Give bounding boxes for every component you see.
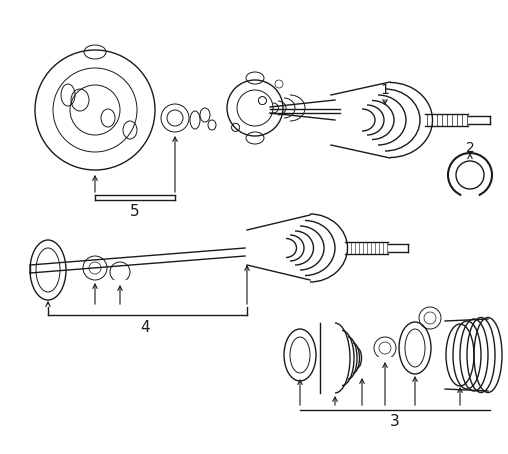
Text: 5: 5 bbox=[130, 204, 140, 219]
Text: 2: 2 bbox=[466, 141, 474, 155]
Text: 4: 4 bbox=[140, 321, 150, 336]
Text: 3: 3 bbox=[390, 415, 400, 429]
Text: 1: 1 bbox=[380, 83, 390, 97]
